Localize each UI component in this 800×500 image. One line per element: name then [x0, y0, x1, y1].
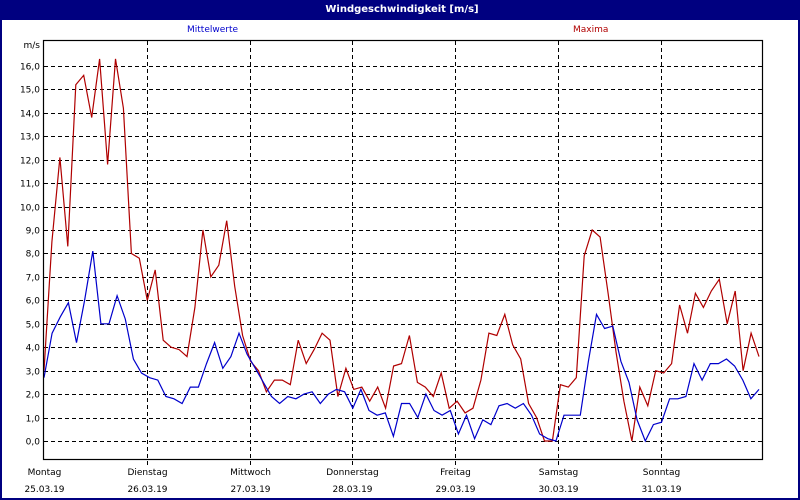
x-day-label: Donnerstag: [326, 468, 379, 478]
plot-frame: [42, 39, 764, 461]
y-tick-label: 16,0: [20, 63, 40, 73]
y-tick-label: 14,0: [20, 110, 40, 120]
y-tick-label: 9,0: [26, 227, 41, 237]
maxima-line: [43, 58, 760, 442]
y-tick-label: 4,0: [26, 344, 41, 354]
x-date-label: 26.03.19: [127, 485, 167, 495]
y-tick-label: 0,0: [26, 438, 41, 448]
x-day-label: Freitag: [440, 468, 471, 478]
x-date-label: 28.03.19: [332, 485, 372, 495]
y-tick-label: 3,0: [26, 368, 41, 378]
y-tick-label: 7,0: [26, 274, 41, 284]
x-date-label: 27.03.19: [230, 485, 270, 495]
x-date-label: 30.03.19: [538, 485, 578, 495]
y-tick-label: 12,0: [20, 157, 40, 167]
x-date-label: 25.03.19: [24, 485, 64, 495]
y-tick-label: 11,0: [20, 180, 40, 190]
y-axis-unit: m/s: [24, 41, 41, 51]
y-tick-label: 6,0: [26, 297, 41, 307]
y-tick-label: 10,0: [20, 204, 40, 214]
x-day-label: Mittwoch: [230, 468, 271, 478]
y-tick-label: 8,0: [26, 250, 41, 260]
x-date-label: 29.03.19: [435, 485, 475, 495]
legend-maxima: Maxima: [573, 25, 609, 35]
y-axis-ticks: 0,0 1,0 2,0 3,0 4,0 5,0 6,0 7,0 8,0 9,0 10,0 11,0 12…: [20, 63, 40, 448]
legend-mittelwerte: Mittelwerte: [187, 25, 239, 35]
mittelwerte-line: [43, 251, 760, 443]
grid-lines: [44, 41, 762, 465]
window-title: Windgeschwindigkeit [m/s]: [2, 0, 800, 20]
y-tick-label: 2,0: [26, 391, 41, 401]
x-day-label: Dienstag: [127, 468, 167, 478]
x-day-label: Sonntag: [643, 468, 680, 478]
y-tick-label: 13,0: [20, 133, 40, 143]
x-day-label: Samstag: [539, 468, 578, 478]
y-tick-label: 5,0: [26, 321, 41, 331]
y-tick-label: 15,0: [20, 86, 40, 96]
x-date-label: 31.03.19: [641, 485, 681, 495]
x-day-label: Montag: [28, 468, 62, 478]
y-tick-label: 1,0: [26, 415, 41, 425]
x-axis-labels: Montag 25.03.19 Dienstag 26.03.19 Mittwoch 27…: [24, 468, 681, 495]
